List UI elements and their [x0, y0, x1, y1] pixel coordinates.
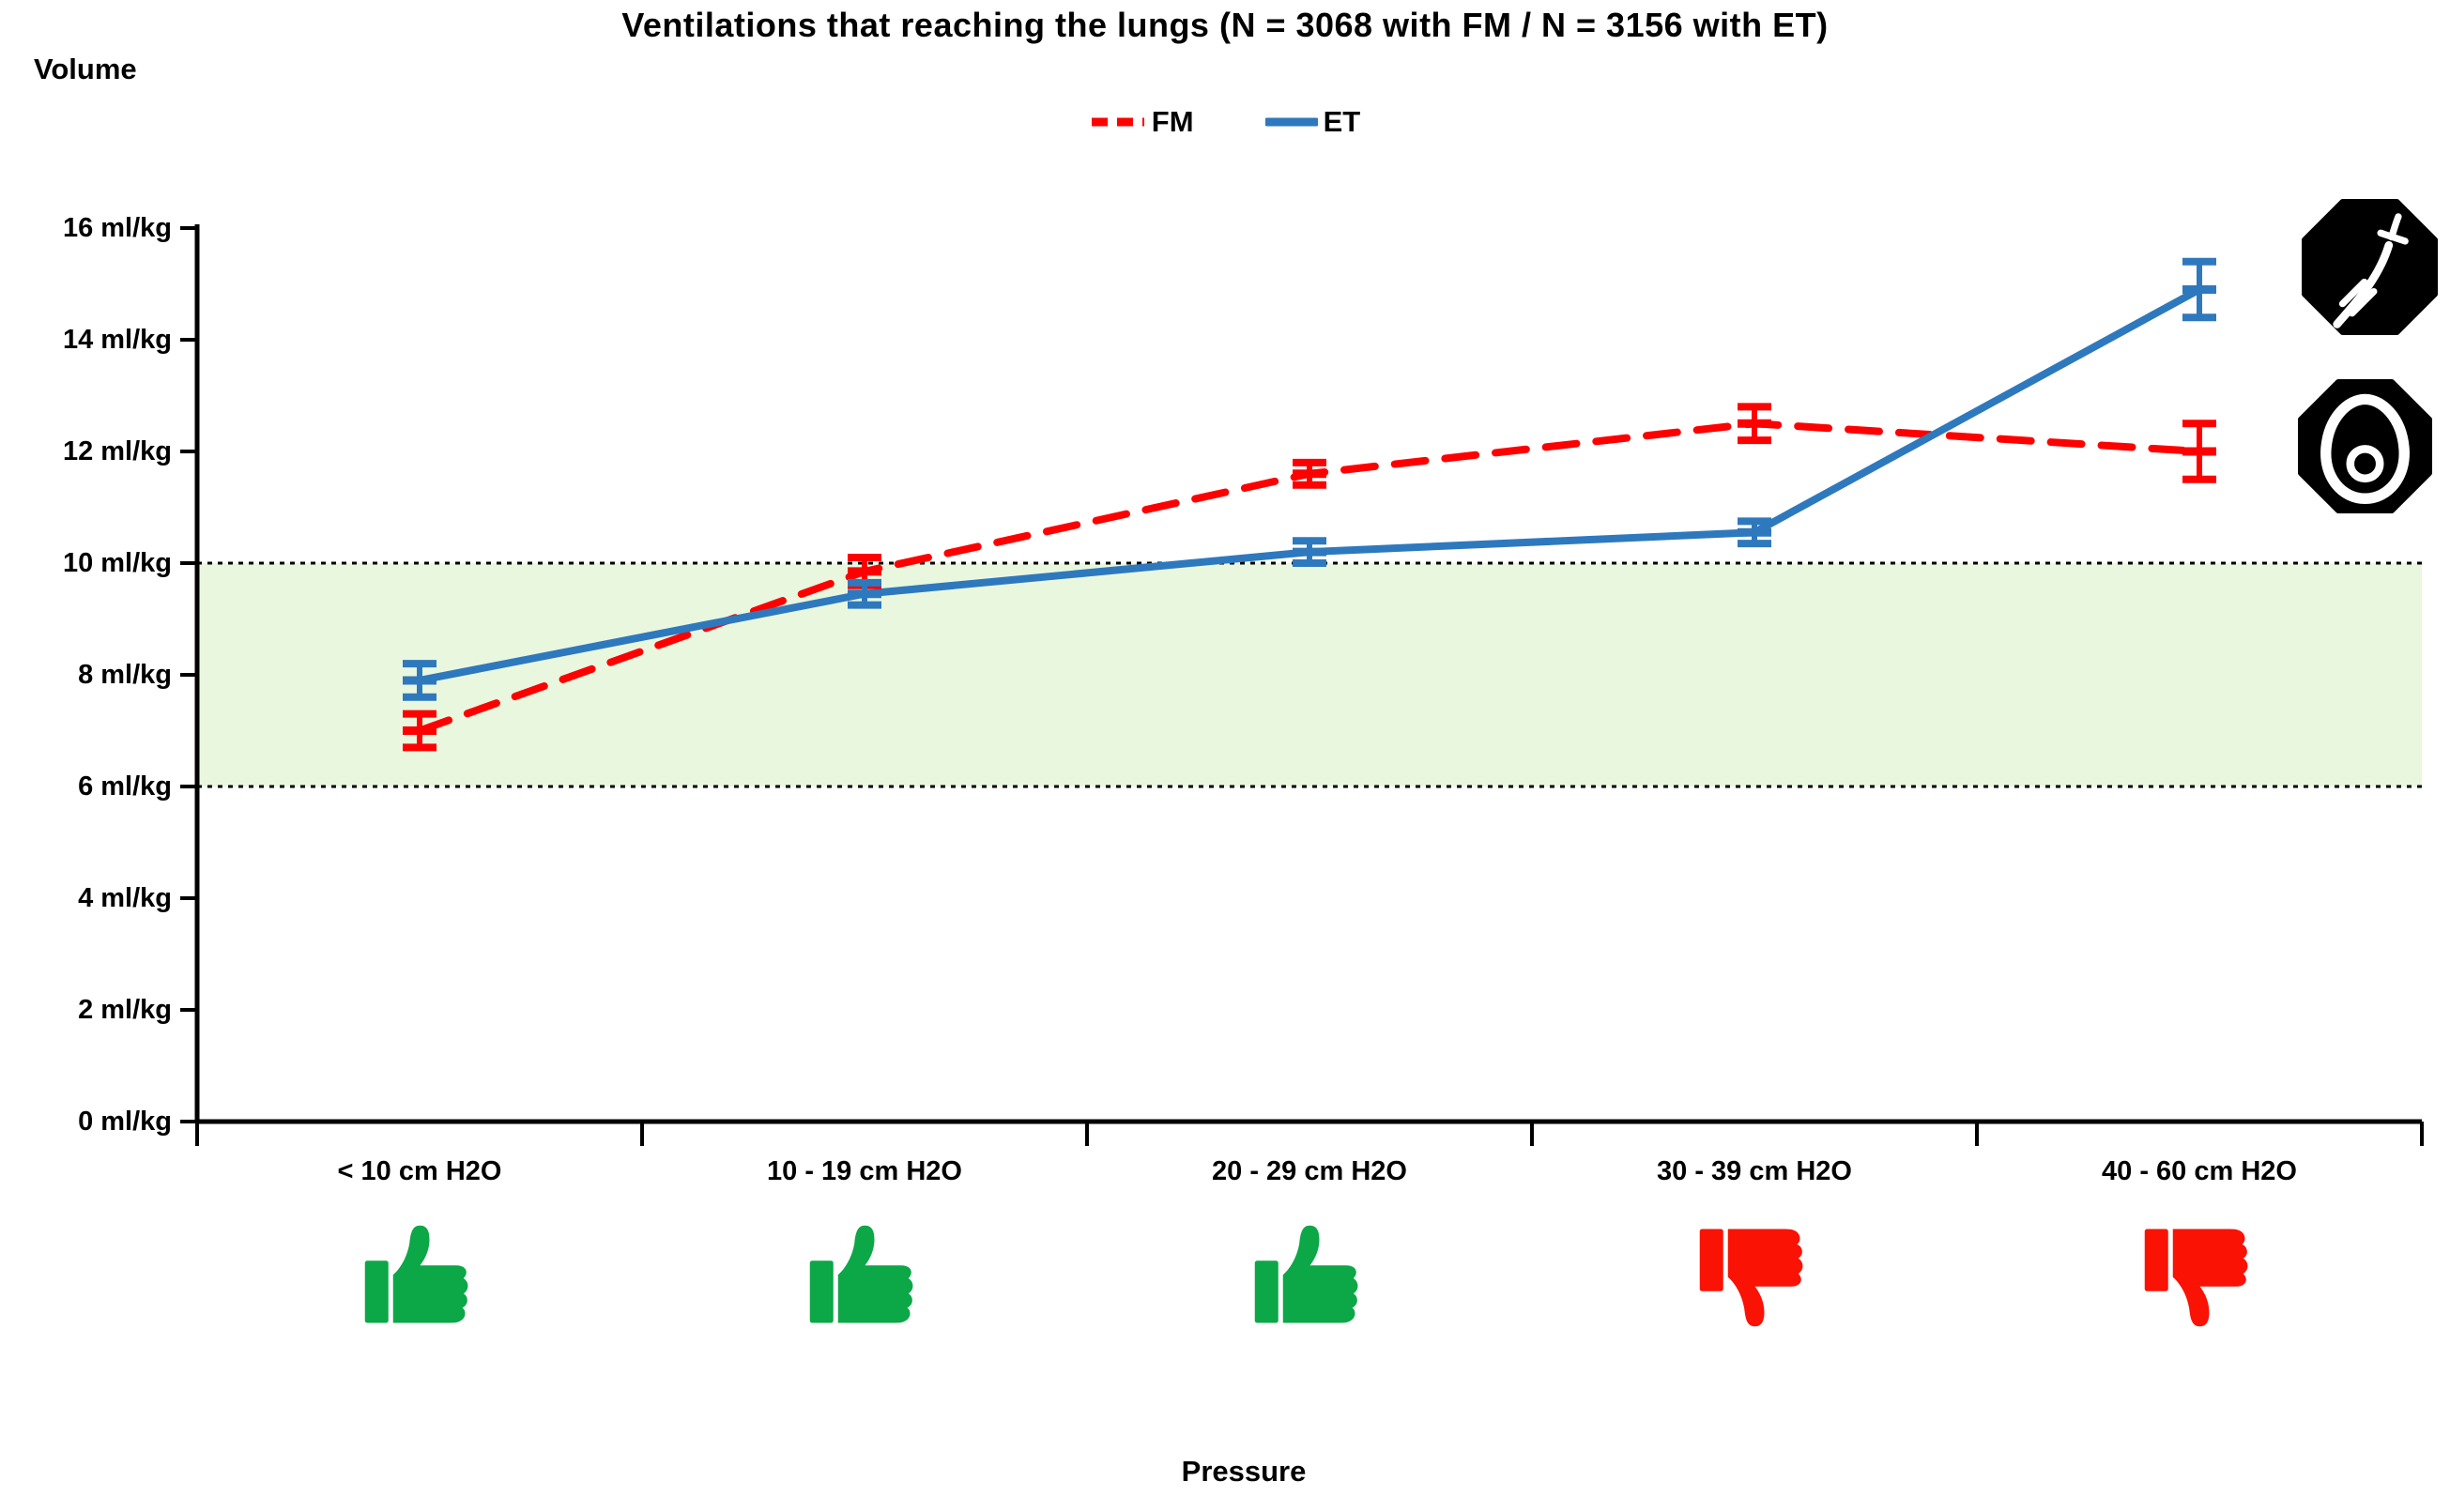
- y-tick-label: 2 ml/kg: [78, 995, 172, 1025]
- et-error-bar: [1738, 517, 1771, 548]
- face-mask-icon: [2298, 379, 2433, 514]
- y-tick-label: 0 ml/kg: [78, 1107, 172, 1137]
- x-category-label: 30 - 39 cm H2O: [1657, 1156, 1852, 1186]
- thumbs-up-icon: [1254, 1225, 1358, 1323]
- legend-item-et: ET: [1264, 105, 1361, 139]
- x-category-label: < 10 cm H2O: [337, 1156, 502, 1186]
- y-tick-label: 10 ml/kg: [62, 548, 172, 578]
- et-error-bar: [1293, 537, 1326, 567]
- thumbs-up-icon: [809, 1225, 913, 1323]
- et-error-bar: [848, 578, 881, 609]
- fm-error-bar: [403, 710, 436, 752]
- thumbs-up-icon: [364, 1225, 468, 1323]
- thumbs-down-icon: [1699, 1229, 1803, 1327]
- y-tick-label: 6 ml/kg: [78, 771, 172, 802]
- fm-dashed-line-swatch: [1091, 117, 1144, 127]
- et-solid-line-swatch: [1264, 117, 1318, 127]
- reference-band: [197, 563, 2422, 787]
- y-tick-label: 4 ml/kg: [78, 883, 172, 913]
- x-category-label: 10 - 19 cm H2O: [767, 1156, 962, 1186]
- fm-error-bar: [1293, 458, 1326, 489]
- x-category-label: 20 - 29 cm H2O: [1212, 1156, 1407, 1186]
- et-error-bar: [403, 660, 436, 701]
- chart-title: Ventilations that reaching the lungs (N …: [621, 6, 1829, 44]
- et-error-bar: [2182, 257, 2216, 322]
- legend: FM ET: [0, 105, 2450, 139]
- legend-label-et: ET: [1323, 105, 1361, 138]
- y-tick-label: 12 ml/kg: [62, 436, 172, 466]
- x-category-label: 40 - 60 cm H2O: [2102, 1156, 2297, 1186]
- fm-error-bar: [2182, 420, 2216, 483]
- x-axis-title: Pressure: [1181, 1455, 1307, 1488]
- fm-error-bar: [1738, 403, 1771, 445]
- legend-label-fm: FM: [1151, 105, 1194, 138]
- endotracheal-tube-icon: [2302, 199, 2439, 336]
- y-tick-label: 14 ml/kg: [62, 325, 172, 355]
- thumbs-down-icon: [2144, 1229, 2248, 1327]
- y-tick-label: 8 ml/kg: [78, 660, 172, 690]
- y-tick-label: 16 ml/kg: [62, 213, 172, 243]
- y-axis-title: Volume: [34, 53, 137, 85]
- legend-item-fm: FM: [1090, 105, 1194, 139]
